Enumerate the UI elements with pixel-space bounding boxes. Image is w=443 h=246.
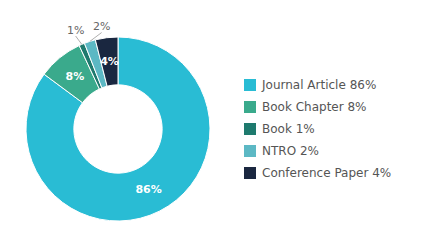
data-label: 4% xyxy=(100,55,119,68)
data-label: 1% xyxy=(67,24,84,37)
slice xyxy=(26,37,210,221)
legend-label: Journal Article 86% xyxy=(261,78,376,92)
chart-container: 86% 8% 4% 1% 2% Journal Article 86% Book Chapt… xyxy=(0,0,443,246)
legend-swatch xyxy=(244,167,256,179)
slices xyxy=(26,37,210,221)
legend-label: Book 1% xyxy=(262,122,315,136)
legend-swatch xyxy=(244,101,256,113)
legend: Journal Article 86% Book Chapter 8% Book 1… xyxy=(244,78,391,180)
legend-swatch xyxy=(244,145,256,157)
data-labels: 86% 8% 4% 1% 2% xyxy=(66,20,162,196)
legend-label: NTRO 2% xyxy=(262,144,319,158)
data-label: 86% xyxy=(135,183,161,196)
leader-line xyxy=(76,36,82,44)
legend-label: Book Chapter 8% xyxy=(262,100,367,114)
legend-swatch xyxy=(244,79,256,91)
leader-line xyxy=(90,33,102,42)
legend-swatch xyxy=(244,123,256,135)
chart: 86% 8% 4% 1% 2% Journal Article 86% Book Chapt… xyxy=(0,0,443,246)
data-label: 8% xyxy=(66,70,85,83)
legend-label: Conference Paper 4% xyxy=(262,166,391,180)
slice xyxy=(95,37,118,86)
data-label: 2% xyxy=(93,20,110,33)
